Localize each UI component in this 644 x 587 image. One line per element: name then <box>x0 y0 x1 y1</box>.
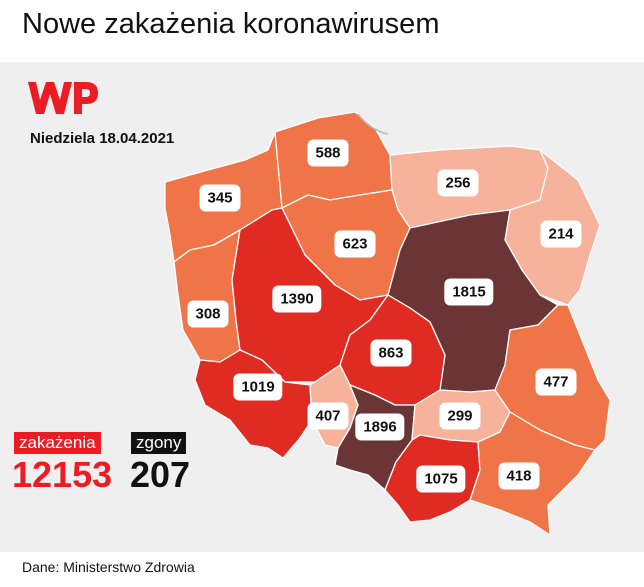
deaths-value: 207 <box>130 454 191 495</box>
region-label-lubelskie: 477 <box>535 368 577 396</box>
region-dolnoslaskie <box>194 349 313 459</box>
region-label-malopolskie: 1075 <box>416 465 466 493</box>
region-label-warminsko-mazurskie: 256 <box>437 169 479 197</box>
region-label-opolskie: 407 <box>307 402 349 430</box>
region-label-slaskie: 1896 <box>355 413 405 441</box>
region-label-podlaskie: 214 <box>540 220 582 248</box>
region-label-lodzkie: 863 <box>370 339 412 367</box>
region-label-lubuskie: 308 <box>187 300 229 328</box>
date-label: Niedziela 18.04.2021 <box>30 130 175 147</box>
region-label-wielkopolskie: 1390 <box>272 285 322 313</box>
region-label-pomorskie: 588 <box>307 139 349 167</box>
infections-value: 12153 <box>12 454 113 495</box>
wp-logo <box>28 82 98 114</box>
region-label-swietokrzyskie: 299 <box>439 402 481 430</box>
page-title: Nowe zakażenia koronawirusem <box>22 8 440 40</box>
infections-label: zakażenia <box>14 432 101 454</box>
region-label-mazowieckie: 1815 <box>444 278 494 306</box>
region-label-zachodniopomorskie: 345 <box>199 184 241 212</box>
region-label-dolnoslaskie: 1019 <box>233 373 283 401</box>
region-label-podkarpackie: 418 <box>498 462 540 490</box>
data-source: Dane: Ministerstwo Zdrowia <box>22 559 195 575</box>
deaths-label: zgony <box>131 432 187 454</box>
coast-line <box>357 113 389 135</box>
region-label-kujawsko-pomorskie: 623 <box>334 230 376 258</box>
